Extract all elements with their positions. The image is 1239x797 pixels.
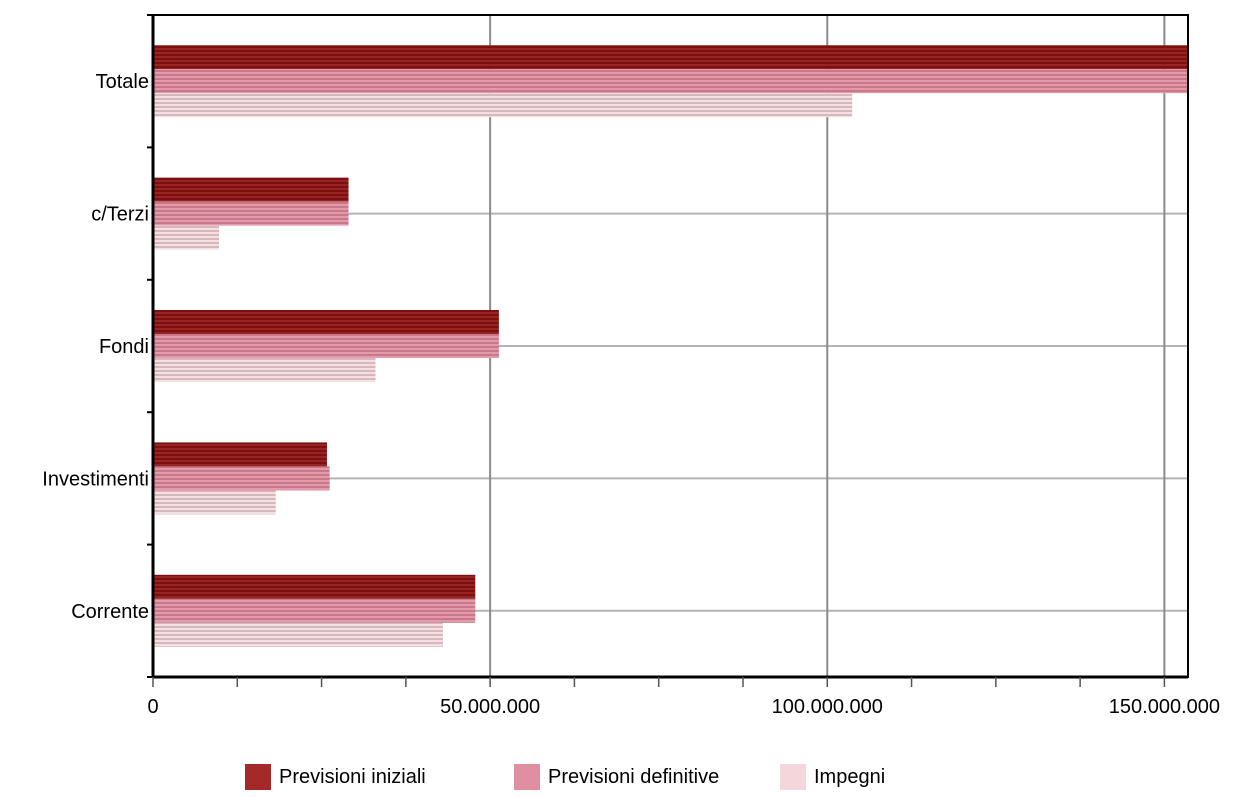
bar-3-corrente bbox=[153, 622, 443, 647]
bar-1-c-terzi bbox=[153, 177, 349, 202]
bar-2-corrente bbox=[153, 598, 476, 623]
bar-3-investimenti bbox=[153, 490, 276, 515]
category-label: Investimenti bbox=[42, 468, 149, 490]
legend-swatch-2 bbox=[514, 764, 540, 790]
bar-2-fondi bbox=[153, 334, 499, 358]
bar-3-fondi bbox=[153, 358, 376, 382]
legend-swatch-1 bbox=[245, 764, 271, 790]
bar-1-corrente bbox=[153, 574, 476, 599]
legend-swatch-3 bbox=[780, 764, 806, 790]
legend-label-1: Previsioni iniziali bbox=[279, 766, 426, 788]
bar-2-c-terzi bbox=[153, 201, 349, 226]
category-label: Corrente bbox=[71, 601, 149, 623]
legend-label-3: Impegni bbox=[814, 766, 885, 788]
x-tick-label: 50.000.000 bbox=[440, 696, 540, 718]
bar-2-totale bbox=[153, 69, 1188, 94]
x-tick-label: 100.000.000 bbox=[772, 696, 883, 718]
bar-2-investimenti bbox=[153, 466, 330, 491]
legend-label-2: Previsioni definitive bbox=[548, 766, 719, 788]
x-tick-label: 0 bbox=[147, 696, 158, 718]
category-label: c/Terzi bbox=[91, 204, 149, 226]
bar-1-fondi bbox=[153, 310, 499, 334]
bar-3-c-terzi bbox=[153, 225, 220, 250]
category-label: Fondi bbox=[99, 336, 149, 358]
bar-3-totale bbox=[153, 93, 853, 118]
x-tick-label: 150.000.000 bbox=[1109, 696, 1220, 718]
bar-1-totale bbox=[153, 45, 1188, 70]
category-label: Totale bbox=[96, 71, 149, 93]
bar-1-investimenti bbox=[153, 442, 327, 467]
